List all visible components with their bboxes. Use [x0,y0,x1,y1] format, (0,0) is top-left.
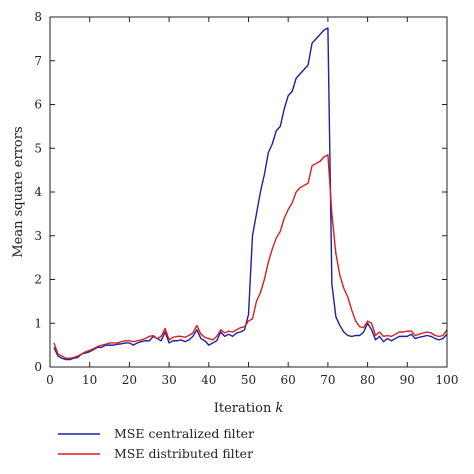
x-tick-label: 30 [161,373,176,387]
y-axis-label: Mean square errors [11,126,26,257]
y-tick-label: 5 [34,141,42,155]
x-tick-label: 20 [122,373,137,387]
y-tick-label: 0 [34,360,42,374]
x-tick-label: 90 [400,373,415,387]
legend: MSE centralized filter MSE distributed fi… [58,426,254,461]
y-tick-label: 4 [34,185,42,199]
y-axis-ticks: 0 1 2 3 4 5 6 7 8 [34,10,447,374]
x-tick-label: 50 [241,373,256,387]
y-tick-label: 1 [34,316,42,330]
y-tick-label: 7 [34,54,42,68]
y-tick-label: 6 [34,98,42,112]
x-tick-label: 60 [281,373,296,387]
x-axis-label: Iteration k [214,401,284,416]
x-axis-ticks: 0 10 20 30 40 50 60 70 80 90 100 [46,17,458,387]
x-tick-label: 80 [360,373,375,387]
x-tick-label: 10 [82,373,97,387]
x-axis-label-text: Iteration [214,401,272,416]
legend-label: MSE distributed filter [114,446,253,461]
series-line-centralized [53,27,448,361]
x-tick-label: 0 [46,373,54,387]
plot-lines [53,27,448,361]
x-tick-label: 100 [436,373,459,387]
y-tick-label: 8 [34,10,42,24]
y-tick-label: 3 [34,229,42,243]
x-axis-label-variable: k [275,401,283,416]
y-tick-label: 2 [34,273,42,287]
x-tick-label: 70 [320,373,335,387]
series-line-distributed [53,154,448,359]
legend-label: MSE centralized filter [114,426,254,441]
x-tick-label: 40 [201,373,216,387]
